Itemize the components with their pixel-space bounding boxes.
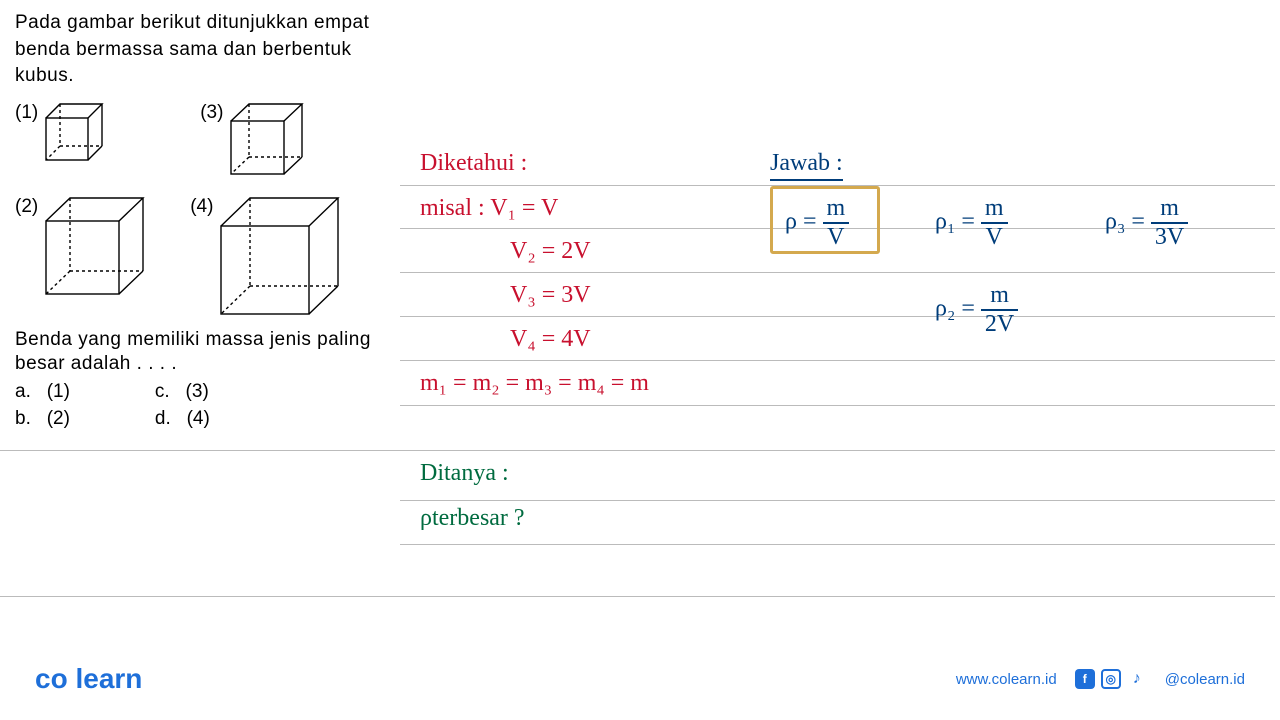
instagram-icon: ◎ — [1101, 669, 1121, 689]
footer: co learn www.colearn.id f ◎ ♪ @colearn.i… — [0, 663, 1280, 695]
options-row: a. (1) b. (2) c. (3) d. (4) — [15, 379, 385, 432]
brand-logo: co learn — [35, 663, 142, 695]
cube-item-3: (3) — [200, 102, 304, 178]
question-panel: Pada gambar berikut ditunjukkan empat be… — [15, 10, 385, 432]
cube-4-icon — [218, 196, 340, 318]
cube-2-icon — [43, 196, 145, 298]
cube-label-4: (4) — [190, 196, 213, 218]
ditanya-label: Ditanya : — [420, 460, 509, 487]
rho-formula: ρ = mV — [785, 195, 849, 251]
options-right: c. (3) d. (4) — [155, 379, 210, 432]
option-d: d. (4) — [155, 406, 210, 433]
question-ask: Benda yang memiliki massa jenis paling b… — [15, 328, 385, 377]
social-icons: f ◎ ♪ — [1075, 669, 1147, 689]
cube-item-2: (2) — [15, 196, 145, 318]
diketahui-label: Diketahui : — [420, 150, 527, 177]
v2-line: V₂ = 2V — [510, 238, 591, 265]
footer-url: www.colearn.id — [956, 671, 1057, 688]
jawab-label: Jawab : — [770, 150, 843, 181]
options-left: a. (1) b. (2) — [15, 379, 70, 432]
cube-3-icon — [228, 102, 304, 178]
rho1: ρ₁ = mV — [935, 195, 1008, 251]
footer-right: www.colearn.id f ◎ ♪ @colearn.id — [956, 669, 1245, 689]
cube-label-3: (3) — [200, 102, 223, 124]
question-prompt: Pada gambar berikut ditunjukkan empat be… — [15, 10, 385, 90]
cube-item-4: (4) — [190, 196, 340, 318]
cube-label-1: (1) — [15, 102, 38, 124]
rho2: ρ₂ = m2V — [935, 282, 1018, 338]
option-c: c. (3) — [155, 379, 210, 406]
v3-line: V₃ = 3V — [510, 282, 591, 309]
cube-item-1: (1) — [15, 102, 105, 178]
footer-handle: @colearn.id — [1165, 671, 1245, 688]
mass-eq-line: m₁ = m₂ = m₃ = m₄ = m — [420, 370, 649, 397]
option-a: a. (1) — [15, 379, 70, 406]
cubes-row-1: (1) (3) — [15, 102, 385, 178]
option-b: b. (2) — [15, 406, 70, 433]
rho3: ρ₃ = m3V — [1105, 195, 1188, 251]
cubes-row-2: (2) (4) — [15, 196, 385, 318]
ditanya-q: ρterbesar ? — [420, 505, 525, 532]
misal-line: misal : V₁ = V — [420, 195, 558, 222]
tiktok-icon: ♪ — [1127, 669, 1147, 689]
v4-line: V₄ = 4V — [510, 326, 591, 353]
cube-label-2: (2) — [15, 196, 38, 218]
facebook-icon: f — [1075, 669, 1095, 689]
cube-1-icon — [43, 102, 105, 164]
